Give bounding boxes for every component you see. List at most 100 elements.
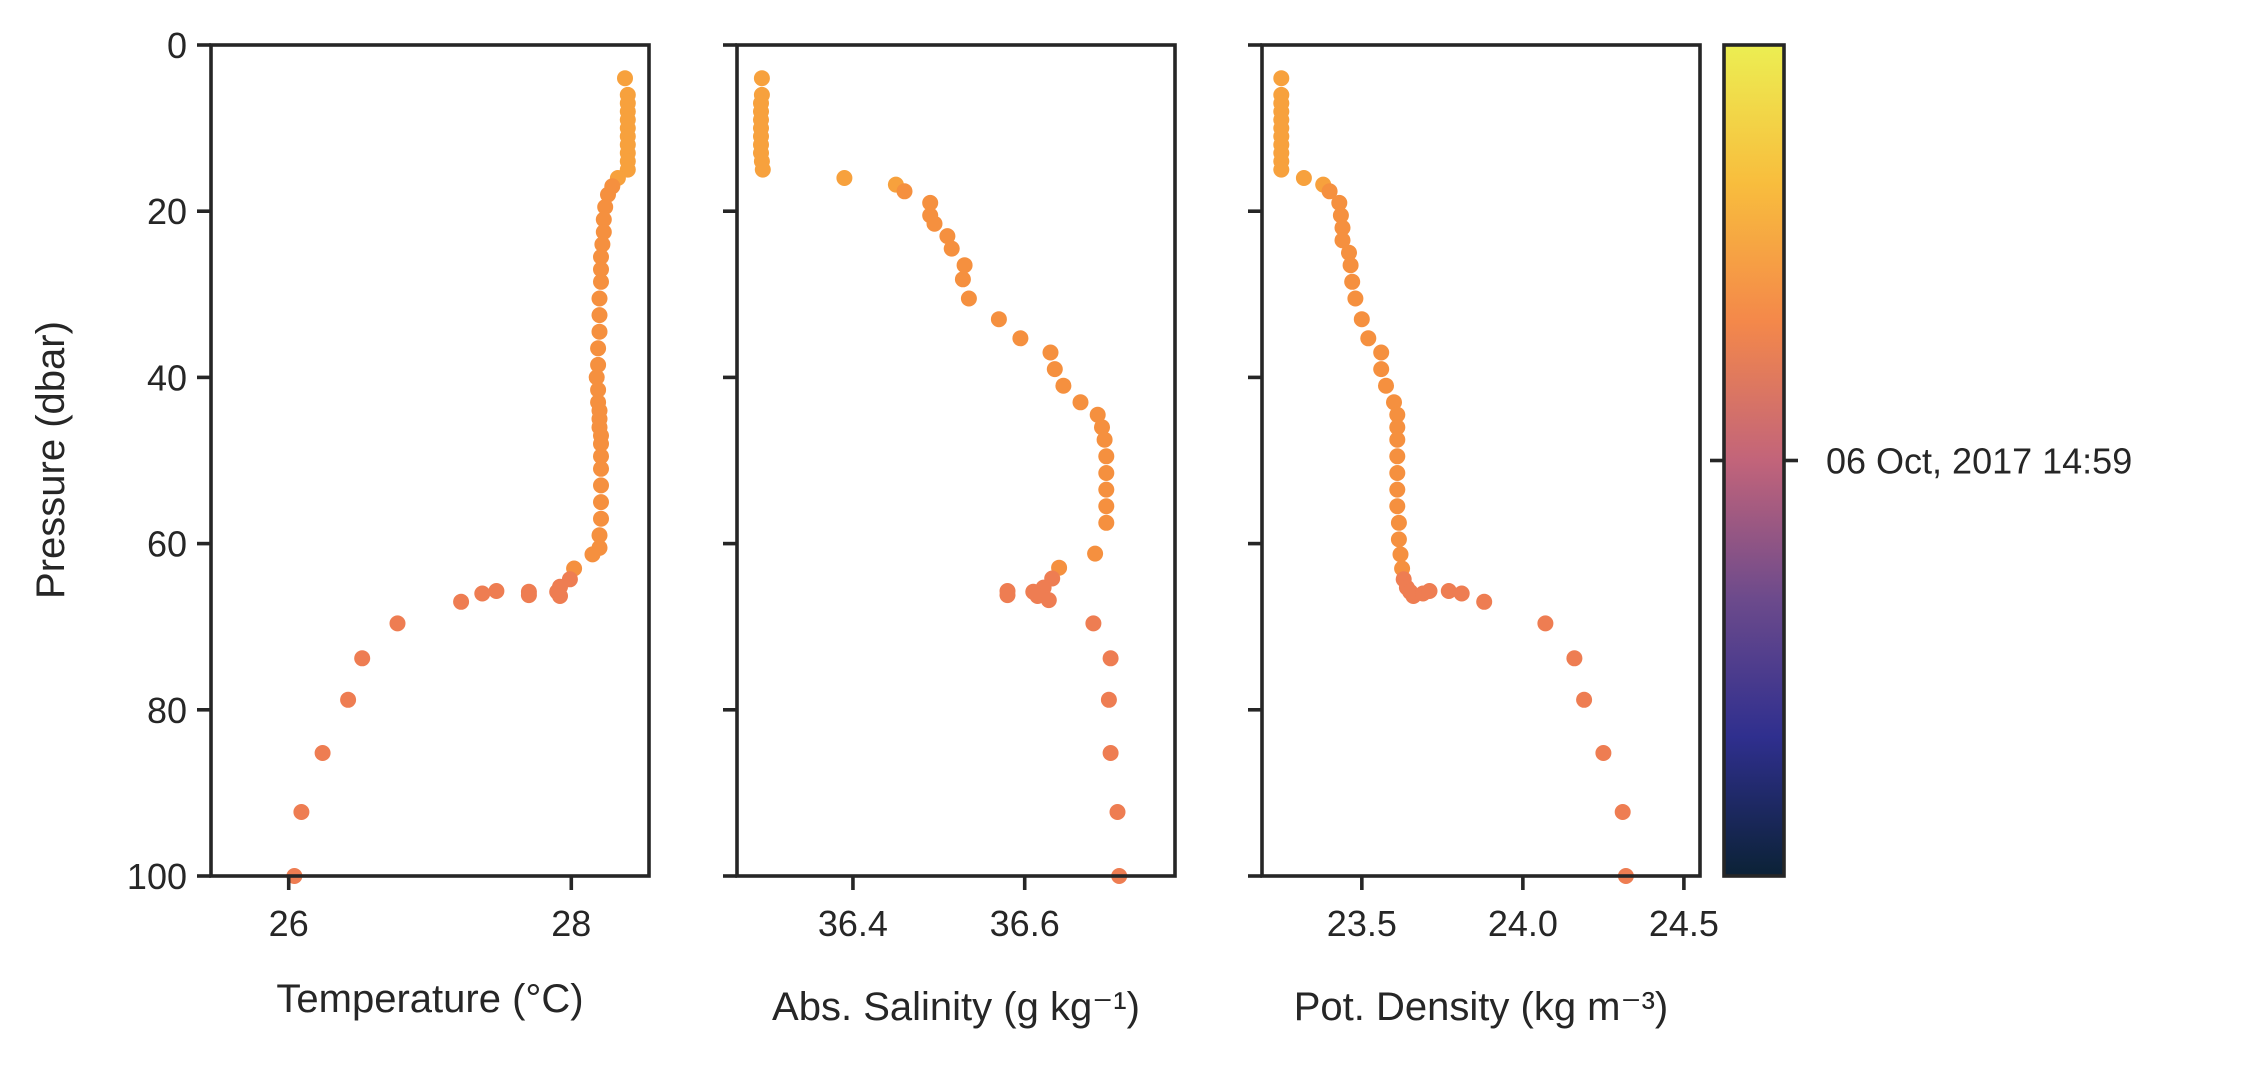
data-point <box>1476 593 1493 610</box>
data-point <box>552 588 568 604</box>
data-point <box>595 211 612 228</box>
data-point <box>593 273 609 290</box>
data-point <box>943 240 960 257</box>
salinity-points <box>753 70 1128 884</box>
data-point <box>1353 311 1370 328</box>
data-point <box>593 494 609 511</box>
data-point <box>1453 585 1470 602</box>
data-point <box>617 70 633 87</box>
y-tick-label: 100 <box>127 856 187 897</box>
data-point <box>1098 448 1115 465</box>
data-point <box>1085 615 1102 632</box>
data-point <box>1109 804 1126 820</box>
x-tick-label: 26 <box>269 903 309 944</box>
data-point <box>1273 161 1290 178</box>
data-point <box>1100 691 1117 708</box>
data-point <box>1389 419 1406 436</box>
data-point <box>1389 431 1406 448</box>
salinity-x-ticks: 36.4 36.6 <box>818 876 1060 944</box>
data-point <box>1055 377 1072 394</box>
data-point <box>1332 207 1349 224</box>
data-point <box>1102 650 1119 667</box>
data-point <box>956 257 973 274</box>
data-point <box>593 510 609 527</box>
data-point <box>1094 419 1110 436</box>
pressure-y-ticks: 0 20 40 60 80 100 <box>127 25 211 897</box>
data-point <box>1373 344 1390 361</box>
salinity-axis-label: Abs. Salinity (g kg⁻¹) <box>772 985 1140 1029</box>
salinity-axes-frame <box>735 43 1177 878</box>
colorbar-tick-label: 06 Oct, 2017 14:59 <box>1826 441 2132 482</box>
data-point <box>1331 194 1348 211</box>
data-point <box>1566 650 1583 667</box>
data-point <box>1595 745 1612 761</box>
data-point <box>1386 394 1402 411</box>
density-x-ticks: 23.5 24.0 24.5 <box>1327 876 1719 944</box>
data-point <box>520 587 537 604</box>
colorbar: 06 Oct, 2017 14:59 <box>1710 43 2132 878</box>
data-point <box>1072 394 1089 411</box>
y-tick-label: 40 <box>147 357 187 398</box>
data-point <box>1341 244 1357 261</box>
data-point <box>488 583 505 599</box>
data-point <box>1096 431 1113 448</box>
data-point <box>1614 804 1631 820</box>
data-point <box>1389 465 1406 481</box>
data-point <box>590 381 607 398</box>
y-tick-label: 60 <box>147 524 187 565</box>
data-point <box>591 323 608 340</box>
pressure-axis-label: Pressure (dbar) <box>29 321 73 599</box>
temperature-x-ticks: 26 28 <box>269 876 591 944</box>
data-point <box>1098 481 1115 498</box>
salinity-y-ticks <box>723 43 737 878</box>
data-point <box>453 593 470 610</box>
y-tick-label: 20 <box>147 191 187 232</box>
data-point <box>1046 361 1063 378</box>
data-point <box>314 745 331 761</box>
data-point <box>593 435 609 452</box>
data-point <box>939 228 956 245</box>
data-point <box>1360 330 1377 347</box>
data-point <box>1389 448 1406 465</box>
x-tick-label: 36.6 <box>990 903 1060 944</box>
data-point <box>1321 183 1338 200</box>
data-point <box>593 477 609 494</box>
data-point <box>1273 70 1290 87</box>
data-point <box>1537 615 1554 632</box>
density-axes-frame <box>1260 43 1702 878</box>
data-point <box>588 369 605 386</box>
x-tick-label: 36.4 <box>818 903 888 944</box>
data-point <box>1342 257 1359 274</box>
data-point <box>1102 745 1119 761</box>
data-point <box>590 340 607 357</box>
data-point <box>593 460 609 477</box>
temperature-axes-frame <box>209 43 651 878</box>
x-tick-label: 24.5 <box>1649 903 1719 944</box>
x-tick-label: 28 <box>551 903 591 944</box>
data-point <box>597 199 614 215</box>
data-point <box>960 290 977 307</box>
data-point <box>354 650 371 667</box>
data-point <box>1576 691 1593 708</box>
data-point <box>591 527 608 544</box>
data-point <box>1344 273 1361 290</box>
data-point <box>1378 377 1394 394</box>
data-point <box>1440 583 1457 599</box>
data-point <box>1042 344 1059 361</box>
x-tick-label: 23.5 <box>1327 903 1397 944</box>
data-point <box>593 448 609 465</box>
y-tick-label: 80 <box>147 690 187 731</box>
temperature-panel: 26 28 0 20 40 60 80 100 Temperature (°C) Press… <box>29 25 651 1021</box>
data-point <box>1040 592 1057 609</box>
data-point <box>990 311 1007 328</box>
density-panel: 23.5 24.0 24.5 Pot. Density (kg m⁻³) <box>1248 43 1719 1029</box>
data-point <box>1089 406 1106 423</box>
data-point <box>753 70 770 87</box>
data-point <box>600 186 616 203</box>
data-point <box>591 307 608 324</box>
data-point <box>584 546 601 563</box>
data-point <box>1389 481 1406 498</box>
data-point <box>1334 232 1351 249</box>
temperature-axis-label: Temperature (°C) <box>276 977 583 1021</box>
